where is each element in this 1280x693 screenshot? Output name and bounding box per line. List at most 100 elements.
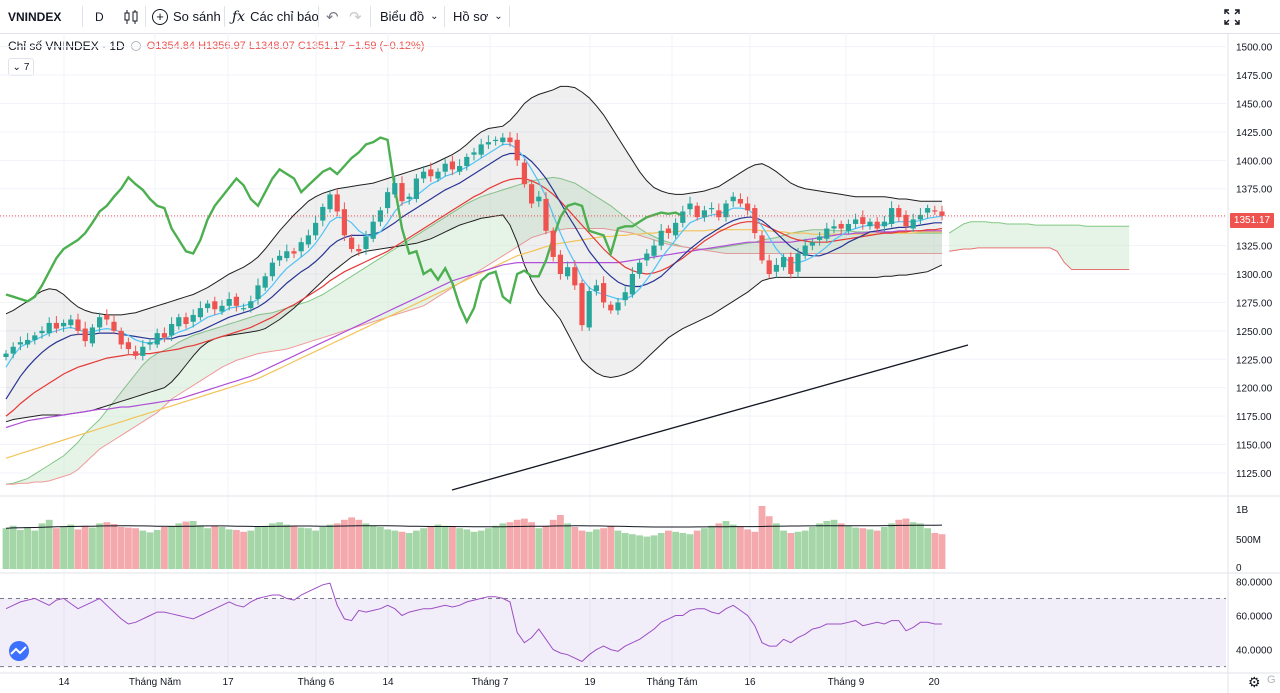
time-axis[interactable]: 14 Tháng Năm 17 Tháng 6 14 Tháng 7 19 Tháng Tám… — [58, 677, 940, 688]
candle-body — [248, 301, 254, 309]
candle-body — [370, 221, 376, 239]
time-tick-label: 14 — [382, 677, 394, 688]
candle-body — [521, 162, 527, 185]
volume-bar — [312, 530, 319, 569]
volume-bar — [348, 517, 355, 569]
candle-body — [226, 299, 232, 306]
candle-body — [327, 194, 333, 210]
price-tick-label: 1325.00 — [1236, 242, 1273, 253]
candle-body — [608, 304, 614, 311]
volume-bar — [845, 525, 852, 569]
price-tick-label: 1500.00 — [1236, 43, 1273, 54]
profile-dropdown[interactable]: Hồ sơ ⌄ — [453, 0, 503, 33]
ma-mid — [5, 152, 942, 400]
volume-bar — [938, 534, 946, 569]
volume-bar — [729, 524, 737, 569]
volume-bar — [89, 527, 96, 569]
candle-body — [723, 203, 729, 218]
price-tick-label: 1225.00 — [1236, 355, 1273, 366]
trendline — [451, 344, 969, 491]
band-lower — [5, 214, 943, 423]
gear-icon[interactable]: ⚙ — [1248, 674, 1261, 690]
trendline — [451, 344, 969, 491]
volume-bar — [17, 530, 24, 569]
volume-bar — [427, 527, 435, 569]
visibility-icon[interactable] — [130, 41, 141, 51]
candle-body — [89, 327, 95, 344]
volume-bar — [146, 532, 154, 569]
time-tick-label: 20 — [928, 677, 940, 688]
indicators-button[interactable]: ƒx Các chỉ báo — [232, 0, 319, 33]
candle-body — [788, 256, 794, 275]
undo-icon[interactable]: ↶ — [326, 8, 339, 26]
candle-body — [845, 223, 851, 231]
volume-bar — [499, 523, 507, 569]
compare-label: So sánh — [173, 9, 221, 24]
pane-separators — [0, 33, 1280, 693]
candle-body — [493, 139, 499, 142]
cloud-projection — [949, 221, 1130, 270]
candle-body — [392, 183, 398, 195]
volume-bar — [139, 530, 147, 569]
candlesticks — [3, 131, 945, 361]
time-tick-label: Tháng Tám — [647, 677, 698, 688]
tradingview-logo[interactable] — [6, 640, 32, 662]
candle-body — [795, 253, 801, 272]
volume-bar — [283, 524, 291, 569]
volume-bar — [9, 525, 17, 569]
volume-bar — [67, 524, 75, 569]
candle-body — [881, 221, 887, 227]
toolbar-divider — [224, 6, 225, 27]
chart-type-dropdown[interactable]: Biểu đồ ⌄ — [380, 0, 438, 33]
price-tick-label: 1400.00 — [1236, 156, 1273, 167]
chart-canvas[interactable]: 1500.00 1475.00 1450.00 1425.00 1400.00 1375.… — [0, 33, 1280, 693]
ma-yellow — [5, 229, 942, 459]
candle-body — [82, 328, 88, 342]
candle-body — [622, 292, 628, 301]
volume-bar — [521, 518, 528, 569]
volume-bar — [125, 527, 132, 569]
rsi-tick-label: 80.0000 — [1236, 577, 1273, 588]
volume-bar — [686, 534, 694, 569]
candle-body — [752, 208, 758, 234]
volume-bar — [852, 527, 859, 569]
volume-bar — [110, 524, 118, 569]
candle-body — [514, 139, 520, 161]
volume-bar — [722, 521, 730, 569]
symbol-search-button[interactable]: VNINDEX — [8, 9, 62, 24]
candle-body — [53, 322, 59, 329]
candle-body — [385, 192, 391, 209]
volume-bar — [607, 525, 615, 569]
fullscreen-icon[interactable] — [1224, 0, 1240, 33]
price-tick-label: 1200.00 — [1236, 384, 1273, 395]
candle-body — [745, 203, 751, 211]
candles-icon[interactable] — [122, 0, 140, 33]
interval-button[interactable]: D — [95, 9, 104, 24]
volume-bar — [254, 527, 262, 569]
legend-collapse-button[interactable]: ⌄ 7 — [8, 58, 34, 76]
volume-bar — [859, 528, 867, 569]
candle-body — [25, 339, 31, 345]
candle-body — [478, 144, 484, 155]
volume-bar — [873, 530, 881, 569]
candle-body — [579, 283, 585, 326]
volume-bar — [830, 519, 838, 569]
candle-body — [233, 296, 239, 306]
volume-bar — [679, 533, 687, 569]
compare-button[interactable]: + So sánh — [152, 0, 221, 33]
price-tick-label: 1300.00 — [1236, 270, 1273, 281]
volume-bar — [391, 530, 399, 569]
volume-bar — [737, 527, 744, 569]
candle-body — [104, 314, 110, 320]
volume-bar — [449, 527, 456, 569]
candle-body — [169, 324, 175, 336]
candle-body — [118, 330, 124, 345]
close-value: C1351.17 — [297, 40, 346, 52]
candle-body — [75, 319, 81, 331]
price-axis[interactable]: 1500.00 1475.00 1450.00 1425.00 1400.00 1375.… — [1236, 43, 1273, 657]
candle-body — [701, 210, 707, 218]
volume-tick-label: 1B — [1236, 505, 1249, 516]
redo-icon[interactable]: ↷ — [349, 8, 362, 26]
volume-bar — [528, 522, 535, 569]
legend-title: Chỉ số VNINDEX · 1D — [8, 39, 125, 53]
